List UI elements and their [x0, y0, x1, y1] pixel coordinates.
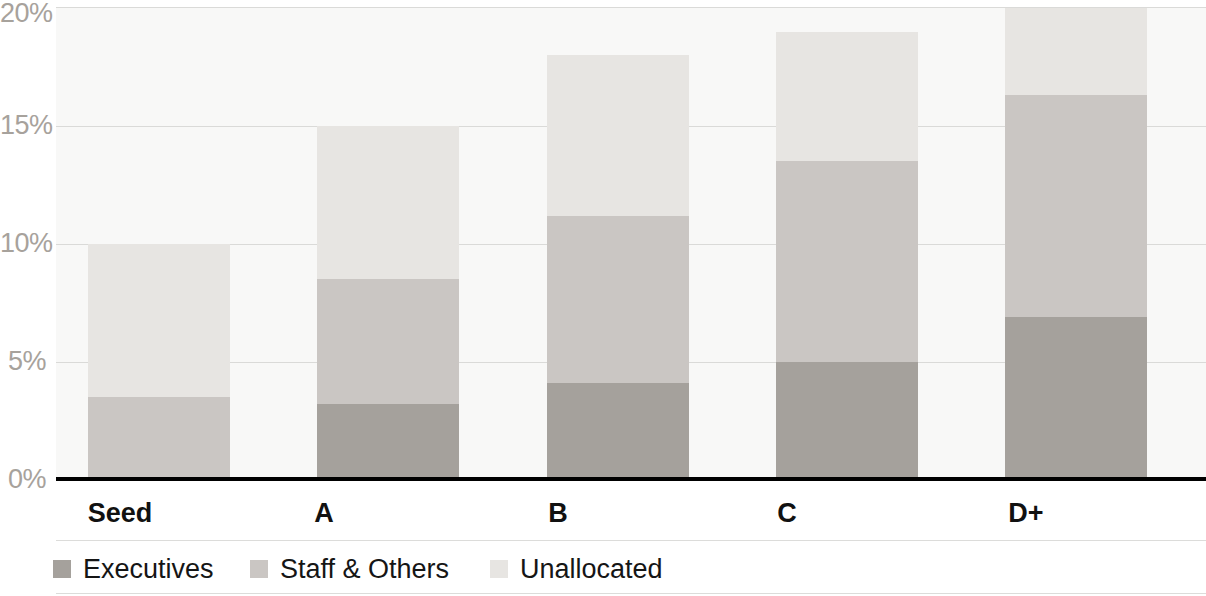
y-axis-tick-label-20pct: 20% [0, 0, 46, 27]
y-axis-tick-label-15pct: 15% [0, 112, 46, 139]
unallocated-swatch-icon [490, 560, 508, 578]
x-axis-label-d: D+ [1008, 498, 1043, 528]
x-axis-label-a: A [314, 498, 334, 528]
legend-bottom-rule [56, 593, 1206, 594]
bar-segment-b-executives [547, 383, 689, 480]
bar-segment-a-unallocated [317, 126, 459, 279]
y-axis-tick-label-0pct: 0% [0, 466, 46, 493]
y-axis-tick-label-5pct: 5% [0, 348, 46, 375]
staff-others-swatch-icon [250, 560, 268, 578]
bar-segment-b-unallocated [547, 55, 689, 215]
bar-segment-c-executives [776, 362, 918, 480]
legend-top-rule [56, 540, 1206, 541]
bar-segment-d-executives [1005, 317, 1147, 480]
legend-label-executives: Executives [83, 554, 214, 584]
bar-segment-seed-unallocated [88, 244, 230, 397]
bar-a [317, 126, 459, 480]
plot-area [56, 7, 1206, 480]
legend-item-unallocated: Unallocated [490, 551, 663, 587]
stacked-bar-chart: Executives Staff & Others Unallocated 0%… [0, 0, 1206, 596]
legend-label-staff-others: Staff & Others [280, 554, 449, 584]
x-axis-baseline [56, 477, 1206, 481]
bar-b [547, 55, 689, 480]
bar-seed [88, 244, 230, 480]
legend-item-staff-others: Staff & Others [250, 551, 449, 587]
bar-c [776, 32, 918, 480]
bar-segment-c-staff-others [776, 161, 918, 362]
y-axis-tick-label-10pct: 10% [0, 230, 46, 257]
x-axis-label-c: C [777, 498, 797, 528]
bar-segment-a-executives [317, 404, 459, 480]
x-axis-label-seed: Seed [88, 498, 153, 528]
bar-segment-d-unallocated [1005, 8, 1147, 95]
bar-segment-a-staff-others [317, 279, 459, 404]
bar-segment-c-unallocated [776, 32, 918, 162]
bar-d [1005, 8, 1147, 480]
legend-item-executives: Executives [53, 551, 214, 587]
bar-segment-seed-staff-others [88, 397, 230, 480]
legend-label-unallocated: Unallocated [520, 554, 663, 584]
executives-swatch-icon [53, 560, 71, 578]
bar-segment-b-staff-others [547, 216, 689, 384]
x-axis-label-b: B [548, 498, 568, 528]
bar-segment-d-staff-others [1005, 95, 1147, 317]
